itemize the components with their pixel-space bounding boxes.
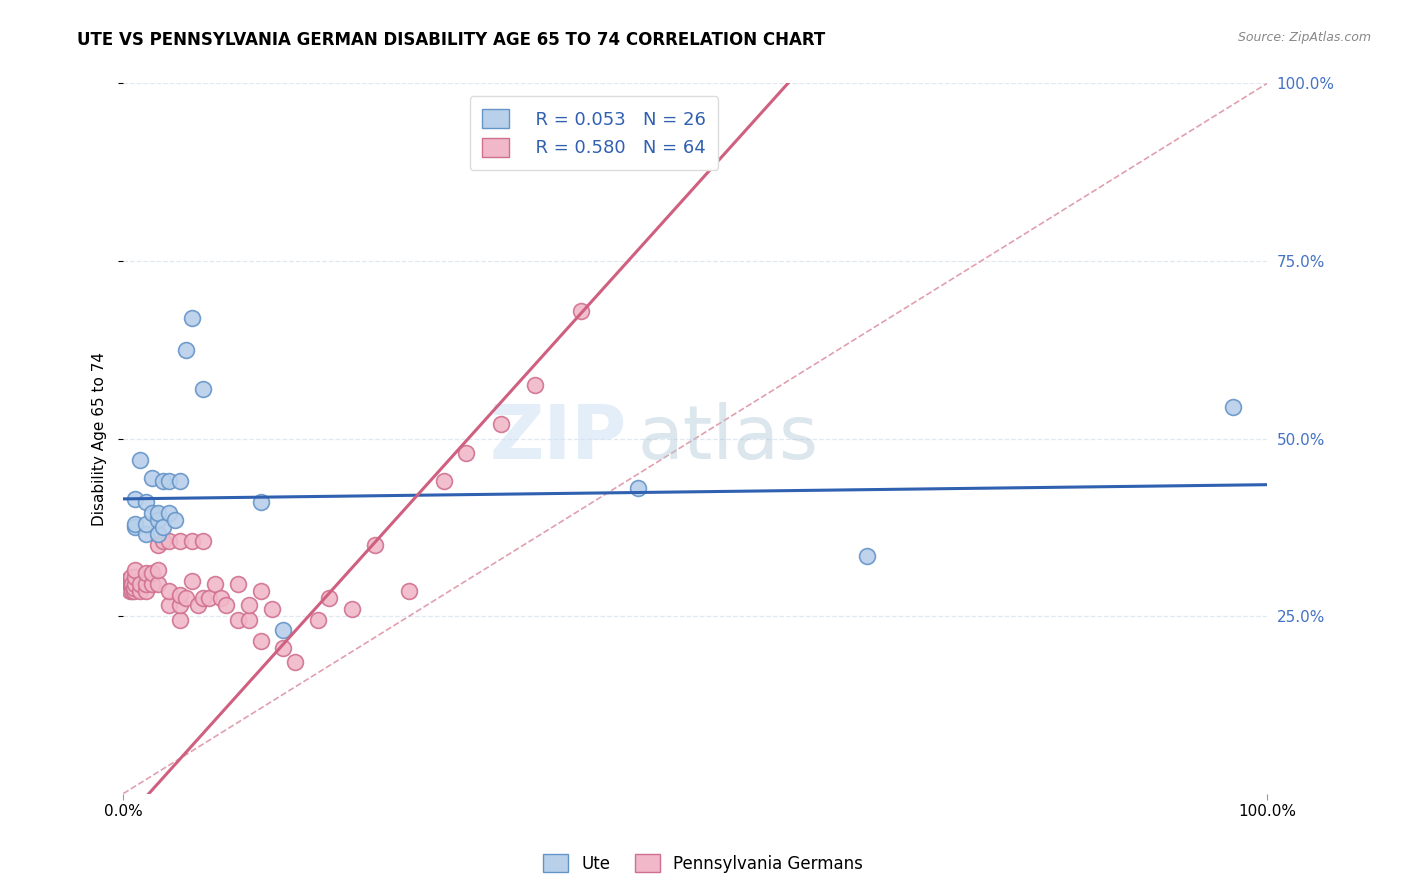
- Point: [152, 520, 174, 534]
- Point: [124, 570, 146, 584]
- Point: [152, 474, 174, 488]
- Point: [307, 613, 329, 627]
- Point: [174, 343, 197, 357]
- Point: [456, 446, 478, 460]
- Point: [122, 584, 145, 599]
- Point: [238, 613, 260, 627]
- Point: [157, 599, 180, 613]
- Point: [157, 474, 180, 488]
- Point: [118, 581, 141, 595]
- Point: [141, 506, 163, 520]
- Point: [193, 591, 215, 606]
- Point: [157, 584, 180, 599]
- Text: Source: ZipAtlas.com: Source: ZipAtlas.com: [1237, 31, 1371, 45]
- Point: [187, 599, 209, 613]
- Point: [226, 613, 249, 627]
- Point: [193, 382, 215, 396]
- Point: [627, 481, 650, 495]
- Point: [249, 634, 271, 648]
- Point: [284, 655, 307, 669]
- Text: ZIP: ZIP: [489, 402, 627, 475]
- Y-axis label: Disability Age 65 to 74: Disability Age 65 to 74: [93, 351, 107, 525]
- Point: [181, 534, 204, 549]
- Point: [157, 506, 180, 520]
- Point: [174, 591, 197, 606]
- Point: [569, 303, 592, 318]
- Point: [115, 574, 138, 588]
- Point: [273, 640, 295, 655]
- Point: [273, 624, 295, 638]
- Point: [432, 474, 454, 488]
- Point: [141, 566, 163, 581]
- Point: [135, 577, 157, 591]
- Point: [146, 506, 169, 520]
- Point: [135, 527, 157, 541]
- Point: [124, 577, 146, 591]
- Point: [249, 495, 271, 509]
- Point: [169, 599, 191, 613]
- Text: atlas: atlas: [638, 402, 818, 475]
- Point: [1222, 400, 1244, 414]
- Point: [124, 563, 146, 577]
- Point: [120, 574, 142, 588]
- Text: UTE VS PENNSYLVANIA GERMAN DISABILITY AGE 65 TO 74 CORRELATION CHART: UTE VS PENNSYLVANIA GERMAN DISABILITY AG…: [77, 31, 825, 49]
- Point: [124, 491, 146, 506]
- Point: [129, 453, 152, 467]
- Point: [141, 470, 163, 484]
- Point: [120, 584, 142, 599]
- Point: [120, 577, 142, 591]
- Point: [157, 534, 180, 549]
- Point: [364, 538, 387, 552]
- Point: [135, 566, 157, 581]
- Point: [146, 527, 169, 541]
- Point: [524, 378, 547, 392]
- Point: [198, 591, 221, 606]
- Point: [146, 513, 169, 527]
- Point: [209, 591, 232, 606]
- Point: [121, 577, 143, 591]
- Point: [340, 602, 363, 616]
- Point: [141, 577, 163, 591]
- Point: [122, 581, 145, 595]
- Point: [124, 520, 146, 534]
- Point: [398, 584, 420, 599]
- Point: [260, 602, 283, 616]
- Point: [120, 570, 142, 584]
- Point: [146, 577, 169, 591]
- Point: [121, 584, 143, 599]
- Point: [249, 584, 271, 599]
- Point: [163, 513, 186, 527]
- Legend:   R = 0.053   N = 26,   R = 0.580   N = 64: R = 0.053 N = 26, R = 0.580 N = 64: [470, 96, 718, 170]
- Point: [193, 534, 215, 549]
- Point: [135, 516, 157, 531]
- Point: [146, 563, 169, 577]
- Point: [152, 534, 174, 549]
- Point: [215, 599, 238, 613]
- Point: [855, 549, 877, 563]
- Point: [489, 417, 512, 432]
- Legend: Ute, Pennsylvania Germans: Ute, Pennsylvania Germans: [536, 847, 870, 880]
- Point: [169, 613, 191, 627]
- Point: [181, 310, 204, 325]
- Point: [135, 495, 157, 509]
- Point: [169, 588, 191, 602]
- Point: [226, 577, 249, 591]
- Point: [120, 577, 142, 591]
- Point: [135, 584, 157, 599]
- Point: [204, 577, 226, 591]
- Point: [169, 534, 191, 549]
- Point: [238, 599, 260, 613]
- Point: [169, 474, 191, 488]
- Point: [181, 574, 204, 588]
- Point: [118, 577, 141, 591]
- Point: [114, 574, 136, 588]
- Point: [129, 584, 152, 599]
- Point: [146, 538, 169, 552]
- Point: [318, 591, 340, 606]
- Point: [129, 577, 152, 591]
- Point: [117, 577, 139, 591]
- Point: [124, 516, 146, 531]
